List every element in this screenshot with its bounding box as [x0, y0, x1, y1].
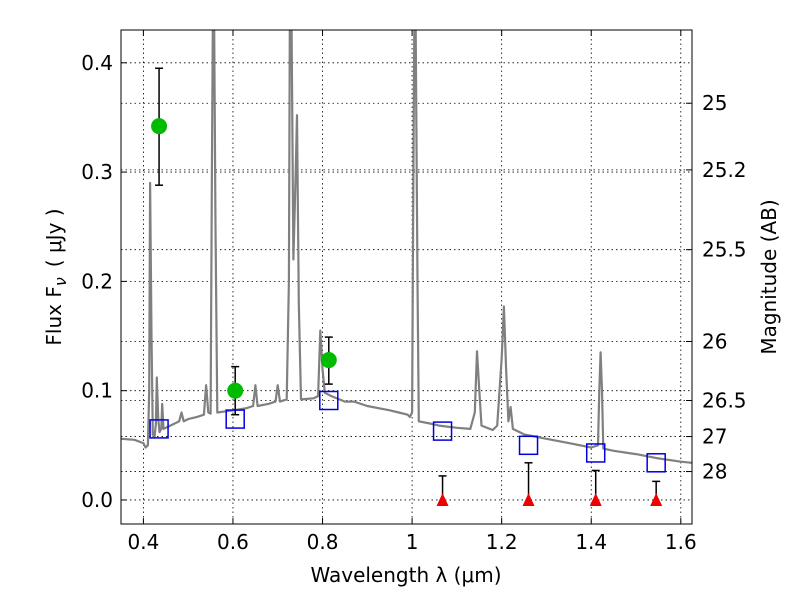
- model-square: [149, 419, 169, 439]
- detection-point: [320, 352, 337, 369]
- y-tick-label: 0.2: [81, 269, 113, 293]
- x-tick-label: 0.4: [127, 530, 159, 554]
- right-axis-grid: [121, 102, 692, 472]
- x-tick-label: 0.6: [217, 530, 249, 554]
- model-square: [518, 435, 539, 456]
- y-tick-label: 0.3: [81, 160, 113, 184]
- model-square: [432, 421, 453, 441]
- y-axis-left: 0.0 0.1 0.2 0.3 0.4: [81, 51, 127, 512]
- upper-limit-triangle: [650, 492, 663, 506]
- detection-point: [151, 118, 168, 135]
- right-tick-label: 28: [702, 460, 727, 484]
- y-tick-label: 0.0: [81, 488, 113, 512]
- x-tick-label: 1.4: [575, 530, 607, 554]
- y-axis-label-unit: ( μJy ): [42, 208, 66, 267]
- y-axis-label-left: Flux Fν ( μJy ): [42, 208, 70, 345]
- right-tick-label: 25.2: [702, 158, 747, 182]
- y-tick-label: 0.1: [81, 379, 113, 403]
- x-axis: 0.4 0.6 0.8 1 1.2 1.4 1.6: [127, 30, 697, 554]
- model-square: [225, 409, 245, 429]
- right-tick-label: 25: [702, 91, 727, 115]
- detection-point: [227, 382, 244, 399]
- y-tick-label: 0.4: [81, 51, 113, 75]
- model-square: [646, 453, 666, 473]
- error-bars: [155, 67, 661, 500]
- x-axis-label: Wavelength λ (μm): [310, 563, 501, 587]
- x-tick-label: 1.6: [665, 530, 697, 554]
- y-axis-label-subscript: ν: [51, 277, 70, 286]
- y-axis-label-right: Magnitude (AB): [757, 199, 781, 354]
- spectrum-line: [121, 30, 692, 464]
- y-axis-label-text: Flux F: [42, 286, 66, 345]
- model-square: [319, 390, 339, 411]
- model-square: [585, 443, 606, 463]
- plot-frame: [120, 29, 693, 525]
- right-tick-label: 27: [702, 425, 727, 449]
- x-tick-label: 0.8: [307, 530, 339, 554]
- right-tick-label: 26: [702, 329, 727, 353]
- markers: [149, 118, 666, 506]
- y-axis-right: 25 25.2 25.5 26 26.5 27 28: [686, 91, 747, 484]
- upper-limit-triangle: [522, 492, 535, 506]
- right-tick-label: 26.5: [702, 389, 747, 413]
- upper-limit-triangle: [589, 492, 602, 506]
- upper-limit-triangle: [436, 492, 449, 506]
- right-tick-label: 25.5: [702, 238, 747, 262]
- x-tick-label: 1: [406, 530, 419, 554]
- x-tick-label: 1.2: [486, 530, 518, 554]
